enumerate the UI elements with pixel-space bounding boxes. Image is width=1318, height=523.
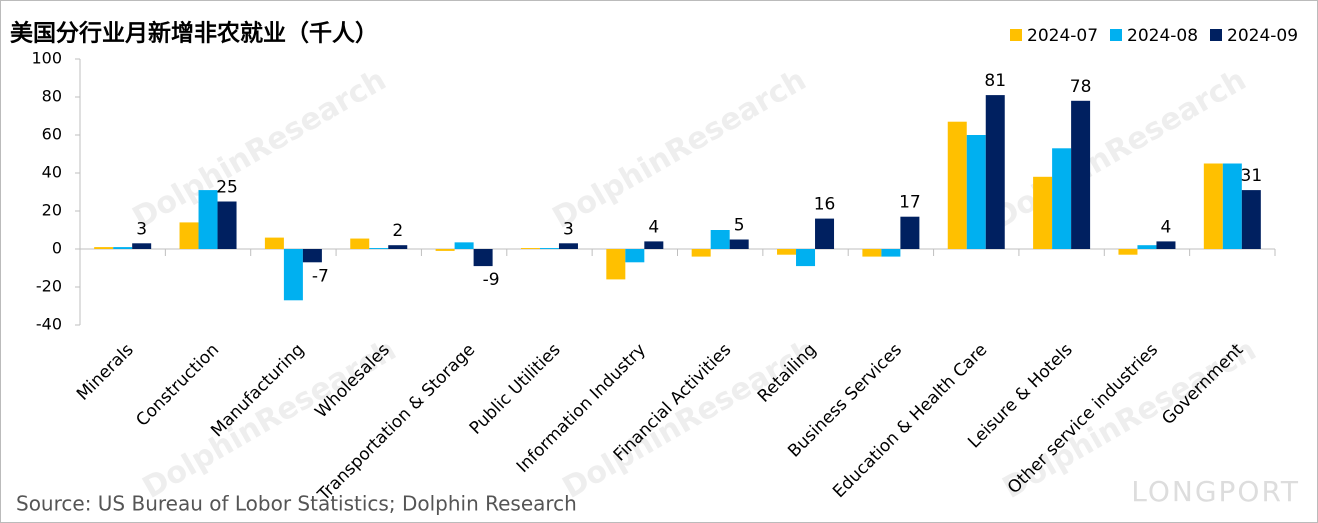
data-label: -9	[483, 270, 500, 290]
bar	[94, 247, 114, 249]
bar	[1241, 190, 1261, 249]
bar	[1222, 163, 1242, 249]
bar	[132, 243, 152, 249]
bar	[1137, 245, 1157, 249]
data-label: 2	[392, 221, 403, 241]
bar	[966, 135, 986, 249]
bar	[796, 249, 816, 267]
bar	[302, 249, 322, 263]
bar	[691, 249, 711, 257]
data-label: 78	[1070, 77, 1092, 97]
bar	[350, 238, 370, 249]
legend-swatch	[1010, 29, 1022, 41]
data-label: 3	[563, 219, 574, 239]
data-label: 81	[984, 71, 1006, 91]
data-label: 17	[899, 193, 921, 213]
brand-watermark: LONGPORT	[1131, 475, 1300, 508]
y-tick-label: 80	[42, 87, 62, 106]
bar	[606, 249, 626, 280]
y-tick-label: -40	[36, 315, 62, 334]
legend: 2024-07 2024-08 2024-09	[1010, 26, 1298, 46]
bar	[881, 249, 901, 257]
bar	[179, 222, 199, 249]
bar	[777, 249, 797, 255]
bar	[985, 95, 1005, 249]
bar	[217, 201, 237, 249]
bar	[1118, 249, 1138, 255]
y-tick-label: 0	[52, 239, 62, 258]
bar	[369, 248, 389, 249]
bar	[644, 241, 664, 249]
y-tick-label: 20	[42, 201, 62, 220]
bar	[113, 247, 133, 249]
legend-swatch	[1110, 29, 1122, 41]
bar	[1033, 176, 1053, 249]
data-label: 3	[136, 219, 147, 239]
bar	[815, 218, 835, 249]
y-tick-label: 60	[42, 125, 62, 144]
bar	[558, 243, 578, 249]
chart-title: 美国分行业月新增非农就业（千人）	[10, 20, 378, 47]
bar	[1203, 163, 1223, 249]
bar	[264, 237, 284, 249]
bar	[1071, 100, 1091, 249]
data-label: 31	[1241, 166, 1263, 186]
source: Source: US Bureau of Lobor Statistics; D…	[16, 492, 577, 516]
legend-label: 2024-07	[1027, 26, 1098, 46]
data-label: 25	[216, 178, 238, 198]
data-label: 5	[734, 216, 745, 236]
legend-label: 2024-09	[1227, 26, 1298, 46]
bar	[198, 190, 218, 249]
bar	[729, 239, 749, 249]
bar	[435, 249, 455, 251]
bar	[520, 248, 540, 249]
bar	[388, 245, 408, 249]
y-tick-label: 100	[31, 49, 62, 68]
legend-label: 2024-08	[1127, 26, 1198, 46]
bar	[454, 242, 474, 249]
data-label: 16	[814, 195, 836, 215]
data-label: 4	[648, 217, 659, 237]
bar	[710, 230, 730, 249]
y-tick-label: -20	[36, 277, 62, 296]
bar	[473, 249, 493, 267]
bar	[862, 249, 882, 257]
data-label: 4	[1161, 217, 1172, 237]
bar	[625, 249, 645, 263]
bar	[539, 248, 559, 249]
y-tick-label: 40	[42, 163, 62, 182]
bar	[283, 249, 303, 301]
bar	[1156, 241, 1176, 249]
bar	[947, 121, 967, 249]
data-label: -7	[312, 266, 329, 286]
bar	[1052, 148, 1072, 249]
legend-swatch	[1210, 29, 1222, 41]
bar	[900, 216, 920, 249]
